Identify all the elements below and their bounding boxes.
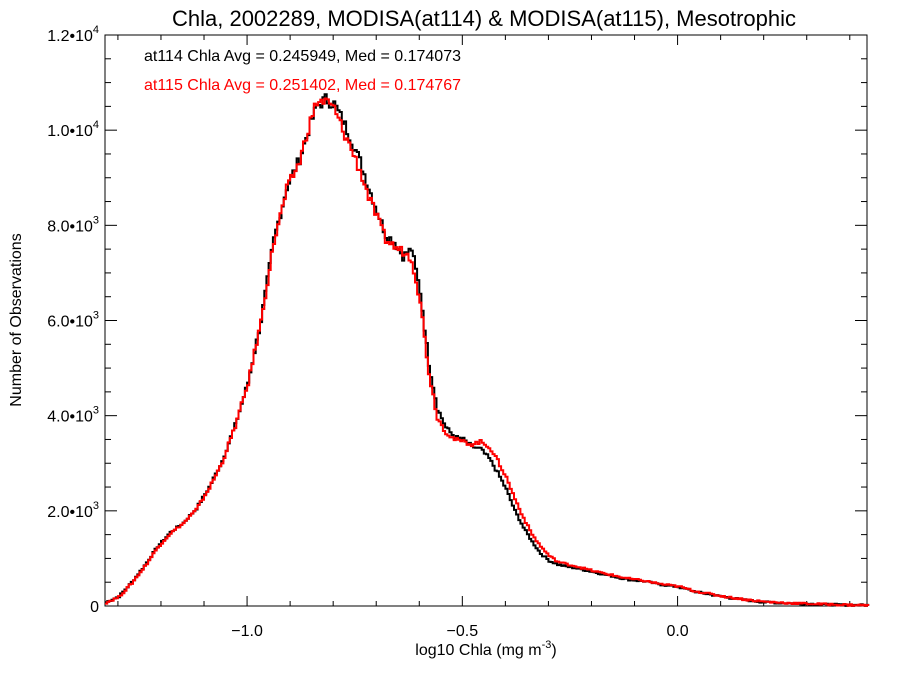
annotation-at114: at114 Chla Avg = 0.245949, Med = 0.17407…	[144, 48, 461, 65]
x-tick-label: −0.5	[447, 623, 479, 640]
x-tick-label: −1.0	[231, 623, 263, 640]
x-axis-label-main: log10 Chla (mg m	[415, 642, 541, 659]
x-tick-label: 0.0	[666, 623, 688, 640]
plot-frame	[104, 34, 868, 607]
y-tick-labels: 0 2.0•103 4.0•103 6.0•103 8.0•103 1.0•104 1.2•…	[47, 24, 99, 616]
y-tick-label: 0	[90, 599, 99, 616]
y-tick-label: 6.0•103	[47, 310, 99, 331]
y-axis-label: Number of Observations	[8, 233, 25, 406]
x-axis-label-sup: -3	[542, 639, 552, 651]
y-tick-label: 8.0•103	[47, 214, 99, 235]
y-tick-label: 2.0•103	[47, 500, 99, 521]
annotation-at115: at115 Chla Avg = 0.251402, Med = 0.17476…	[144, 77, 461, 94]
axis-ticks	[105, 34, 867, 607]
series-line-1	[105, 97, 870, 607]
y-tick-label: 4.0•103	[47, 405, 99, 426]
chart-title: Chla, 2002289, MODISA(at114) & MODISA(at…	[172, 6, 796, 31]
y-tick-label: 1.2•104	[47, 24, 99, 45]
series-layer	[105, 93, 870, 607]
x-tick-labels: −1.0 −0.5 0.0	[231, 623, 689, 640]
y-tick-label: 1.0•104	[47, 119, 99, 140]
x-axis-label: log10 Chla (mg m-3)	[415, 639, 556, 659]
x-axis-label-close: )	[551, 642, 556, 659]
series-line-0	[105, 93, 870, 607]
